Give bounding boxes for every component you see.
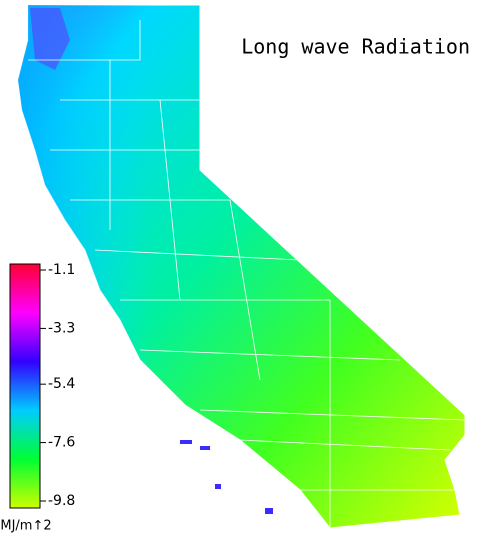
colorbar-unit: MJ/m↑2 [0, 519, 51, 534]
islands [180, 440, 273, 514]
colorbar-tick-label: -9.8 [48, 493, 75, 509]
north-mountains [30, 8, 70, 70]
map-title: Long wave Radiation [241, 35, 470, 59]
colorbar-tick-label: -3.3 [48, 320, 75, 336]
coastal-shade [18, 5, 465, 528]
colorbar-tick-label: -5.4 [48, 376, 75, 392]
colorbar-tick-label: -1.1 [48, 262, 75, 278]
county-lines [28, 20, 466, 528]
colorbar-tick-label: -7.6 [48, 435, 75, 451]
colorbar [9, 263, 41, 509]
